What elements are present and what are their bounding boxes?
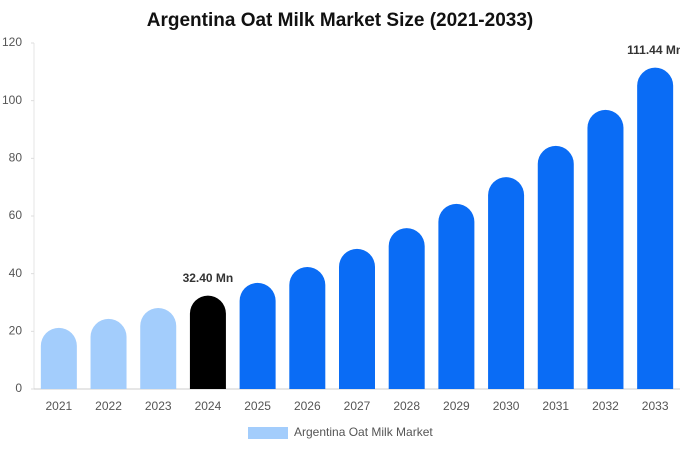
bar: [90, 318, 127, 389]
bar: [40, 327, 77, 389]
y-tick-label: 120: [2, 35, 22, 49]
y-tick-label: 0: [15, 381, 22, 395]
legend-swatch: [248, 427, 288, 439]
x-tick-label: 2023: [145, 399, 172, 413]
x-tick-label: 2022: [95, 399, 122, 413]
bar: [488, 177, 525, 389]
x-tick-label: 2029: [443, 399, 470, 413]
value-label: 32.40 Mn: [183, 271, 234, 285]
x-tick-label: 2032: [592, 399, 619, 413]
bar: [587, 109, 624, 389]
bar: [189, 295, 226, 389]
x-tick-label: 2027: [344, 399, 371, 413]
bar: [388, 228, 425, 389]
x-tick-label: 2031: [542, 399, 569, 413]
y-tick-label: 100: [2, 93, 22, 107]
y-tick-label: 20: [9, 324, 23, 338]
bar: [239, 282, 276, 389]
value-label: 111.44 Mn: [627, 43, 680, 57]
y-tick-label: 40: [9, 266, 23, 280]
bar: [637, 67, 674, 389]
x-tick-label: 2028: [393, 399, 420, 413]
chart-title: Argentina Oat Milk Market Size (2021-203…: [147, 10, 533, 31]
y-tick-label: 80: [9, 151, 23, 165]
y-tick-label: 60: [9, 208, 23, 222]
x-tick-label: 2030: [493, 399, 520, 413]
bar: [289, 267, 326, 389]
legend-label: Argentina Oat Milk Market: [294, 425, 433, 439]
x-tick-label: 2026: [294, 399, 321, 413]
x-tick-label: 2021: [45, 399, 72, 413]
bar: [140, 307, 177, 389]
bar: [438, 203, 475, 389]
bar: [537, 145, 574, 389]
x-tick-label: 2025: [244, 399, 271, 413]
x-tick-label: 2033: [642, 399, 669, 413]
bar: [339, 248, 375, 389]
x-tick-label: 2024: [195, 399, 222, 413]
